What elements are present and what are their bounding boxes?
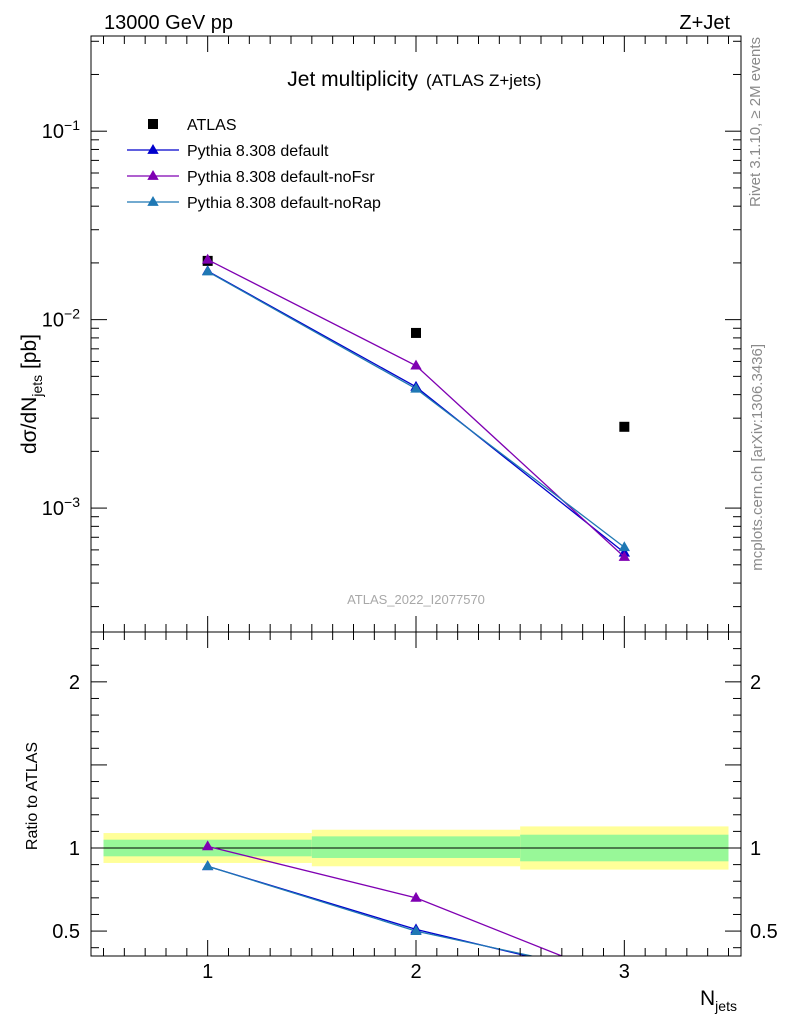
legend-label: Pythia 8.308 default-noRap <box>187 195 381 212</box>
data-point <box>410 359 422 370</box>
legend-label: Pythia 8.308 default-noFsr <box>187 169 375 186</box>
collision-label: 13000 GeV pp <box>104 12 233 34</box>
ratio-y-tick-label-left: 1 <box>69 838 80 860</box>
ratio-plot-area <box>91 826 741 956</box>
y-tick-label: 10−1 <box>42 117 80 143</box>
data-point <box>618 551 631 561</box>
series-line <box>207 270 625 554</box>
mcplots-label: mcplots.cern.ch [arXiv:1306.3436] <box>749 344 766 571</box>
data-point <box>410 382 422 393</box>
x-axis-label: Njets <box>700 987 737 1014</box>
data-point <box>618 541 631 552</box>
ratio-y-tick-label-left: 2 <box>69 672 80 694</box>
uncertainty-band-inner <box>311 836 521 858</box>
upper-panel: 10−3 10−2 10−1 dσ/dNjets [pb] Jet multiplici… <box>18 35 742 633</box>
ratio-y-tick-label-right: 1 <box>750 838 761 860</box>
y-tick-label: 10−2 <box>42 306 80 332</box>
series-line <box>207 270 625 548</box>
ratio-point <box>410 891 422 902</box>
analysis-watermark: ATLAS_2022_I2077570 <box>347 592 485 607</box>
ratio-point <box>201 840 214 851</box>
ratio-y-tick-label-right: 0.5 <box>750 921 778 943</box>
ratio-point <box>410 925 422 935</box>
y-tick-label: 10−3 <box>42 494 80 520</box>
lower-panel: 0.5 0.5 1 1 2 2 1 2 3 Ratio to ATLAS Njets <box>24 631 778 1014</box>
legend-label: ATLAS <box>187 117 237 134</box>
rivet-label: Rivet 3.1.10, ≥ 2M events <box>747 37 764 207</box>
x-tick-label: 3 <box>619 961 630 983</box>
legend-marker <box>147 196 159 206</box>
chart-subtitle: (ATLAS Z+jets) <box>426 71 541 90</box>
legend-marker <box>147 144 159 154</box>
ratio-y-tick-label-right: 2 <box>750 672 761 694</box>
process-label: Z+Jet <box>679 12 730 34</box>
series-line <box>207 259 625 558</box>
legend-marker <box>148 119 158 129</box>
ratio-y-tick-label-left: 0.5 <box>52 921 80 943</box>
y-axis-label: dσ/dNjets [pb] <box>18 334 45 454</box>
data-point-atlas <box>619 421 630 432</box>
chart-title: Jet multiplicity <box>287 68 418 91</box>
ratio-point <box>201 860 214 871</box>
ratio-y-label: Ratio to ATLAS <box>24 742 41 850</box>
data-point-atlas <box>411 327 421 338</box>
legend-marker <box>147 170 159 180</box>
x-tick-label: 2 <box>410 961 421 983</box>
lower-frame <box>90 631 742 957</box>
data-point <box>201 265 214 276</box>
ratio-line <box>207 865 535 956</box>
x-tick-label: 1 <box>202 961 213 983</box>
legend-label: Pythia 8.308 default <box>187 143 329 160</box>
legend: ATLAS Pythia 8.308 default Pythia 8.308 de… <box>127 117 381 212</box>
data-point <box>201 253 214 264</box>
